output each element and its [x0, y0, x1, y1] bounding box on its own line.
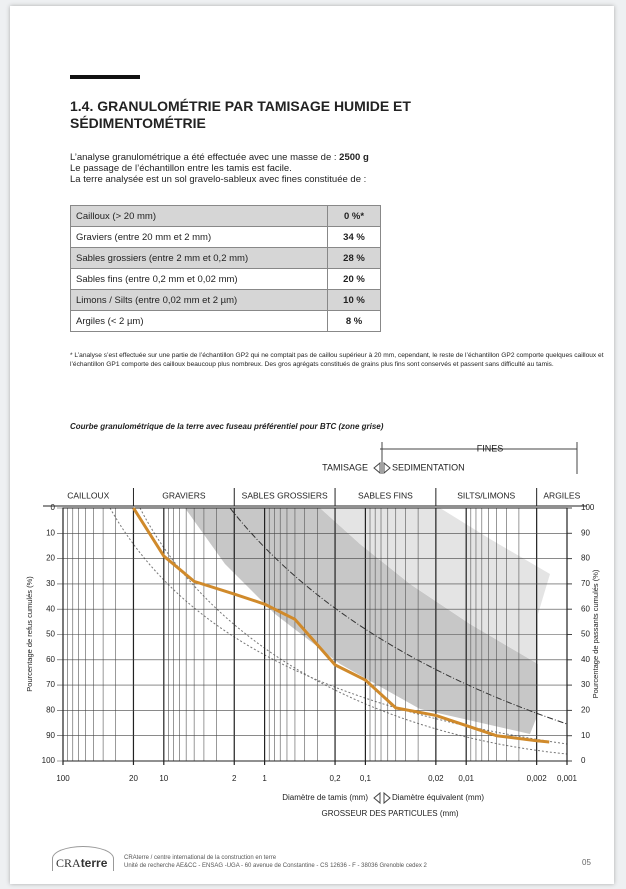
y-tick-label: 0 — [51, 503, 56, 512]
fraction-cell: Sables grossiers (entre 2 mm et 0,2 mm) — [70, 247, 328, 269]
arrow-left — [373, 461, 381, 475]
zone-label: CAILLOUX — [67, 490, 109, 500]
percent-cell: 34 % — [327, 226, 381, 248]
percent-cell: 10 % — [327, 289, 381, 311]
y-tick-label: 80 — [46, 706, 55, 715]
zone-label: ARGILES — [543, 490, 580, 500]
x-tick-label: 0,001 — [557, 774, 578, 783]
x-label-right: Diamètre équivalent (mm) — [392, 793, 484, 802]
y-tick-label: 70 — [46, 680, 55, 689]
y2-label: Pourcentage de passants cumulés (%) — [591, 569, 600, 698]
fraction-cell: Argiles (< 2 µm) — [70, 310, 328, 332]
granulometry-chart: FINES TAMISAGE SEDIMENTATION Diamètre de… — [25, 442, 600, 818]
y2-tick-label: 20 — [581, 706, 590, 715]
y-tick-label: 60 — [46, 655, 55, 664]
chart-title: Courbe granulométrique de la terre avec … — [70, 422, 384, 431]
title-bar — [70, 75, 140, 79]
table-row: Argiles (< 2 µm) 8 % — [70, 310, 381, 332]
x-tick-label: 20 — [129, 774, 138, 783]
zone-label: GRAVIERS — [162, 490, 206, 500]
arrow-left — [373, 791, 381, 805]
arrow-right — [383, 461, 391, 475]
fraction-cell: Cailloux (> 20 mm) — [70, 205, 328, 227]
y-label: Pourcentage de refus cumulés (%) — [25, 576, 34, 692]
y-tick-label: 20 — [46, 554, 55, 563]
x-tick-label: 100 — [56, 774, 70, 783]
table-row: Sables grossiers (entre 2 mm et 0,2 mm) 2… — [70, 247, 381, 269]
method-left: TAMISAGE — [322, 462, 368, 472]
y-tick-label: 10 — [46, 528, 55, 537]
footer-line: Unité de recherche AE&CC - ENSAG -UGA - … — [124, 863, 427, 869]
y-tick-label: 90 — [46, 731, 55, 740]
y2-tick-label: 40 — [581, 655, 590, 664]
x-tick-label: 0,02 — [428, 774, 444, 783]
intro-line: La terre analysée est un sol gravelo-sab… — [70, 174, 367, 185]
y2-tick-label: 90 — [581, 528, 590, 537]
table-row: Cailloux (> 20 mm) 0 %* — [70, 205, 381, 227]
reference-curve — [229, 507, 568, 725]
logo-part: CRA — [56, 856, 81, 870]
y-tick-label: 40 — [46, 604, 55, 613]
fraction-cell: Graviers (entre 20 mm et 2 mm) — [70, 226, 328, 248]
logo-part: terre — [80, 856, 108, 870]
x-tick-label: 0,01 — [458, 774, 474, 783]
y-tick-label: 30 — [46, 579, 55, 588]
section-title: 1.4. GRANULOMÉTRIE PAR TAMISAGE HUMIDE E… — [70, 98, 411, 131]
percent-cell: 0 %* — [327, 205, 381, 227]
reference-curve — [139, 507, 568, 755]
x-tick-label: 10 — [159, 774, 168, 783]
zone-label: SABLES FINS — [358, 490, 413, 500]
footer-line: CRAterre / centre international de la co… — [124, 855, 277, 861]
intro-mass: 2500 g — [339, 152, 369, 163]
x-tick-label: 0,002 — [527, 774, 548, 783]
page-number: 05 — [582, 858, 591, 867]
logo-arc — [52, 846, 114, 871]
y-tick-label: 100 — [42, 756, 56, 765]
intro-line: Le passage de l’échantillon entre les ta… — [70, 163, 292, 174]
zone-label: SABLES GROSSIERS — [242, 490, 328, 500]
plot-frame — [62, 507, 568, 762]
x-tick-label: 2 — [232, 774, 237, 783]
intro-text: L’analyse granulométrique a été effectué… — [70, 152, 340, 163]
table-row: Limons / Silts (entre 0,02 mm et 2 µm) 10… — [70, 289, 381, 311]
y2-tick-label: 10 — [581, 731, 590, 740]
y2-tick-label: 0 — [581, 756, 586, 765]
logo: CRAterre — [56, 856, 107, 871]
percent-cell: 28 % — [327, 247, 381, 269]
y2-tick-label: 70 — [581, 579, 590, 588]
x-label: GROSSEUR DES PARTICULES (mm) — [321, 809, 458, 818]
x-tick-label: 1 — [262, 774, 267, 783]
preferred-zone — [185, 508, 538, 734]
y2-tick-label: 60 — [581, 604, 590, 613]
footer-text: CRAterre / centre international de la co… — [124, 854, 427, 870]
fraction-cell: Limons / Silts (entre 0,02 mm et 2 µm) — [70, 289, 328, 311]
table-row: Graviers (entre 20 mm et 2 mm) 34 % — [70, 226, 381, 248]
table-row: Sables fins (entre 0,2 mm et 0,02 mm) 20 … — [70, 268, 381, 290]
x-label-left: Diamètre de tamis (mm) — [282, 793, 368, 802]
composition-table: Cailloux (> 20 mm) 0 %* Graviers (entre 20… — [70, 205, 381, 332]
percent-cell: 20 % — [327, 268, 381, 290]
footnote: * L’analyse s’est effectuée sur une part… — [70, 352, 604, 368]
grading-curve — [132, 507, 550, 744]
y2-tick-label: 100 — [581, 503, 595, 512]
arrow-right — [383, 791, 391, 805]
intro: L’analyse granulométrique a été effectué… — [70, 152, 550, 185]
y2-tick-label: 80 — [581, 554, 590, 563]
intro-line: L’analyse granulométrique a été effectué… — [70, 152, 550, 163]
y2-tick-label: 30 — [581, 680, 590, 689]
fines-label: FINES — [477, 443, 504, 453]
x-tick-label: 0,2 — [329, 774, 341, 783]
fraction-cell: Sables fins (entre 0,2 mm et 0,02 mm) — [70, 268, 328, 290]
y-tick-label: 50 — [46, 630, 55, 639]
y2-tick-label: 50 — [581, 630, 590, 639]
document-page: 1.4. GRANULOMÉTRIE PAR TAMISAGE HUMIDE E… — [10, 6, 614, 884]
percent-cell: 8 % — [327, 310, 381, 332]
preferred-zone-light — [320, 508, 550, 664]
x-tick-label: 0,1 — [360, 774, 372, 783]
zone-label: SILTS/LIMONS — [457, 490, 515, 500]
method-right: SEDIMENTATION — [392, 462, 465, 472]
